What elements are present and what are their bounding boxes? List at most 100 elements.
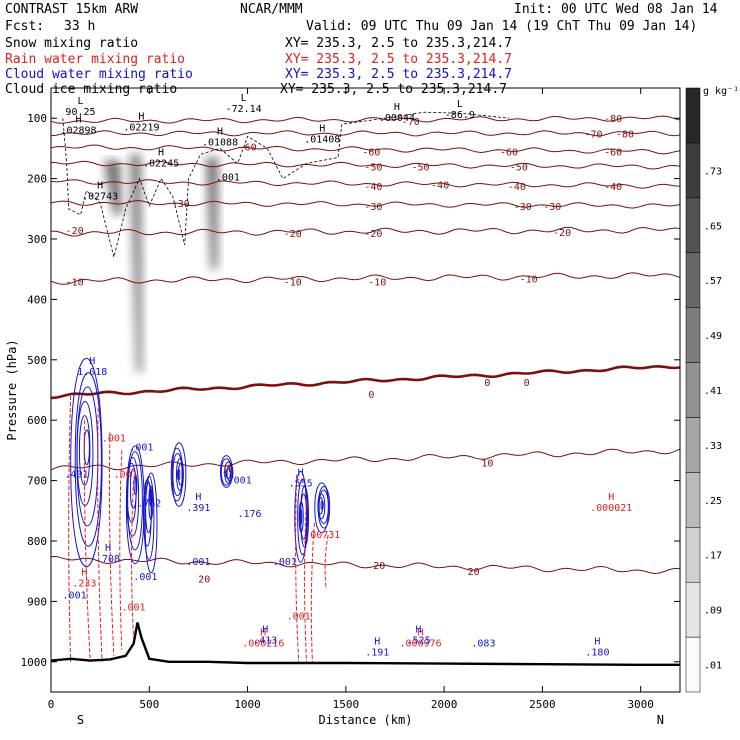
isotherm-label: 0 <box>524 378 530 389</box>
colorbar-level-label: .17 <box>704 551 722 562</box>
isotherm-label: -60 <box>362 147 380 158</box>
field-cloud-water-name: Cloud water mixing ratio <box>5 67 193 82</box>
x-tick-label: 3000 <box>627 698 654 711</box>
colorbar-bin <box>685 636 701 693</box>
ice-extremum-marker: L <box>457 99 463 110</box>
rain-extremum-marker: H <box>260 628 266 639</box>
isotherm-label: -70 <box>402 117 420 128</box>
cloud-water-contour <box>148 485 154 520</box>
header: CONTRAST 15km ARW NCAR/MMM Init: 00 UTC … <box>5 2 718 97</box>
isotherm-label: 20 <box>373 561 385 572</box>
cloud-water-extremum-marker: H <box>89 356 95 367</box>
rain-contour <box>83 420 91 662</box>
cloud-water-extremum-value: .001 <box>273 557 297 568</box>
cloud-water-contour <box>220 458 232 486</box>
isotherm-line <box>51 555 680 575</box>
x-tick-label: 0 <box>48 698 55 711</box>
y-tick-label: 800 <box>27 535 47 548</box>
ice-extremum-value: .001 <box>216 172 240 183</box>
cloud-water-contour <box>78 415 91 486</box>
colorbar-bin <box>685 527 701 583</box>
cloud-water-contour <box>318 489 329 524</box>
colorbar-level-label: .09 <box>704 606 722 617</box>
cloud-water-extremum-marker: H <box>195 492 201 503</box>
isotherm-label: -70 <box>584 129 602 140</box>
cloud-water-extremum-marker: H <box>416 625 422 636</box>
isotherm-label: -20 <box>284 229 302 240</box>
x-tick-label: 2500 <box>529 698 556 711</box>
cloud-water-extremum-marker: H <box>105 543 111 554</box>
cloud-water-extremum-marker: H <box>298 468 304 479</box>
field-rain-name: Rain water mixing ratio <box>5 52 185 67</box>
colorbar: .01 .09 .17 .25 .33 .41 .49 .57 .65 .73 g kg⁻¹ <box>685 86 739 693</box>
rain-extremum-marker: H <box>608 492 614 503</box>
ice-extremum-marker: H <box>76 114 82 125</box>
cloud-water-extremum-value: .001 <box>186 557 210 568</box>
rain-contour <box>304 498 308 662</box>
field-ice-name: Cloud ice mixing ratio <box>5 82 177 97</box>
colorbar-bin <box>685 362 701 418</box>
ice-contour <box>62 111 510 258</box>
colorbar-bin <box>685 417 701 473</box>
isotherm-label: -40 <box>604 182 622 193</box>
cloud-water-extremum-value: .525 <box>407 636 431 647</box>
rain-extremum-value: .001 <box>122 602 146 613</box>
cloud-water-contour <box>300 486 310 548</box>
isotherm-line <box>51 364 680 400</box>
colorbar-level-label: .73 <box>704 166 722 177</box>
colorbar-bin <box>685 142 701 199</box>
cloud-water-contour <box>172 453 183 496</box>
cloud-water-extremum-value: .401 <box>65 470 89 481</box>
ice-extremum-marker: H <box>97 181 103 192</box>
cloud-water-extremum-value: .176 <box>237 509 261 520</box>
colorbar-bin <box>685 307 701 363</box>
cloud-water-extremum-marker: H <box>262 625 268 636</box>
cloud-water-contour <box>224 470 228 478</box>
rain-extremum-value: .000021 <box>590 503 632 514</box>
ice-extremum-marker: H <box>217 126 223 137</box>
rain-contour <box>131 480 135 638</box>
rain-contour <box>68 396 72 662</box>
isotherm-label: 20 <box>468 567 480 578</box>
colorbar-level-label: .49 <box>704 331 722 342</box>
cloud-water-contour <box>149 488 153 507</box>
isotherm-label: -20 <box>66 226 84 237</box>
isotherm-label: -30 <box>514 202 532 213</box>
ice-extremum-marker: H <box>319 123 325 134</box>
y-tick-label: 900 <box>27 595 47 608</box>
isotherm-label: 10 <box>481 458 493 469</box>
isotherm-label: 0 <box>484 378 490 389</box>
isotherm-line <box>51 226 680 237</box>
cloud-water-contour <box>298 501 304 533</box>
isotherm-label: -80 <box>604 114 622 125</box>
cloud-water-contour <box>83 429 90 466</box>
isotherm-label: -10 <box>66 277 84 288</box>
isotherm-label: -20 <box>553 228 571 239</box>
x-tick-label: 1500 <box>333 698 360 711</box>
colorbar-level-label: .65 <box>704 221 722 232</box>
cloud-water-contour <box>225 467 231 480</box>
ice-extremum-value: .02219 <box>123 122 159 133</box>
cloud-water-extremum-value: 1.018 <box>77 367 107 378</box>
cloud-water-extremum-value: .001 <box>63 590 87 601</box>
cloud-water-contour <box>320 500 324 510</box>
south-label: S <box>77 713 84 727</box>
cloud-water-contour <box>171 442 187 507</box>
snow-plume <box>206 157 219 270</box>
cloud-water-contour <box>299 508 303 525</box>
snow-plume <box>130 154 142 372</box>
isotherm-line <box>51 115 680 124</box>
cloud-water-contour <box>176 468 181 481</box>
isotherm-label: -10 <box>368 277 386 288</box>
cloud-water-contour <box>317 493 326 520</box>
isotherm-label: -60 <box>239 143 257 154</box>
cloud-water-contour <box>145 482 153 533</box>
x-axis-label: Distance (km) <box>319 713 413 727</box>
cloud-water-extremum-value: .191 <box>365 648 389 659</box>
y-tick-label: 1000 <box>21 656 48 669</box>
cloud-water-contour <box>70 357 103 568</box>
isotherm-label: -40 <box>364 182 382 193</box>
isotherm-label: 10 <box>222 465 234 476</box>
y-tick-label: 500 <box>27 354 47 367</box>
isotherm-label: -40 <box>508 182 526 193</box>
